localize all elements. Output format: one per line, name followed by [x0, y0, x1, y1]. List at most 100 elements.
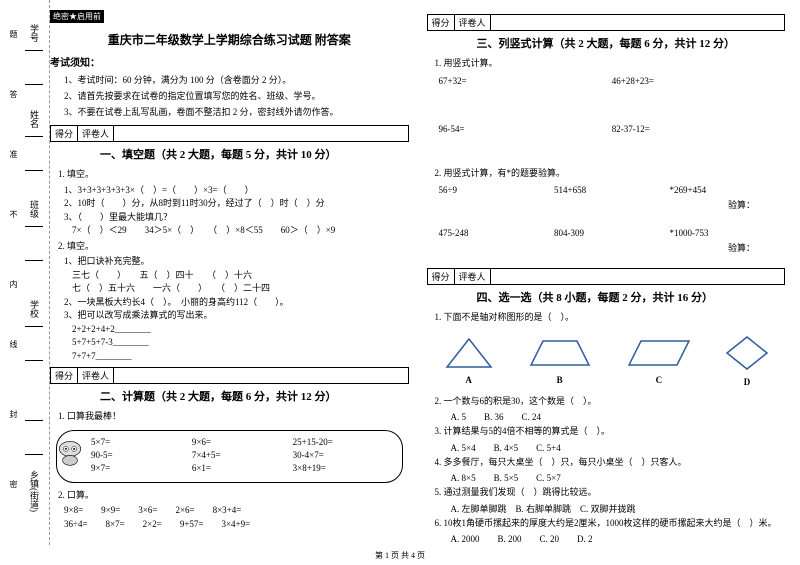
calc-item: 804-309 — [554, 228, 670, 238]
notice-item: 3、不要在试卷上乱写乱画，卷面不整洁扣 2 分，密封线外请勿作答。 — [64, 105, 409, 118]
robot-icon — [53, 439, 87, 467]
calc-row: 90-5= 7×4+5= 30-4×7= — [91, 450, 394, 460]
shape-trapezoid: B — [525, 335, 595, 385]
section-2-title: 二、计算题（共 2 大题，每题 6 分，共计 12 分） — [100, 388, 409, 404]
calc-item: 514+658 — [554, 185, 670, 195]
seal-hint: 不 — [8, 210, 19, 218]
notice-list: 1、考试时间：60 分钟，满分为 100 分（含卷面分 2 分）。 2、请首先按… — [50, 73, 409, 121]
section-3-title: 三、列竖式计算（共 2 大题，每题 6 分，共计 12 分） — [477, 35, 786, 51]
q1-3b: 7×（ ）＜29 34＞5×（ ） （ ）×8＜55 60＞（ ）×9 — [72, 224, 409, 238]
s3-q2: 2. 用竖式计算，有*的题要验算。 — [435, 167, 786, 181]
calc-row: 56÷9 514+658 *269+454 — [439, 185, 786, 195]
work-space — [427, 89, 786, 121]
right-column: 得分 评卷人 三、列竖式计算（共 2 大题，每题 6 分，共计 12 分） 1.… — [427, 10, 786, 545]
calc-item: 475-248 — [439, 228, 555, 238]
q1-2: 2、10时（ ）分，从8时到11时30分，经过了（ ）时（ ）分 — [64, 197, 409, 211]
s4-q1: 1. 下面不是轴对称图形的是（ ）。 — [435, 311, 786, 325]
q2-1: 1、把口诀补充完整。 — [64, 255, 409, 269]
calc-item: 96-54= — [439, 124, 612, 134]
margin-label: 姓名 — [28, 110, 41, 128]
margin-label: 学校 — [28, 300, 41, 318]
shape-label: A — [441, 375, 497, 385]
seal-hint: 准 — [8, 150, 19, 158]
q2-3b: 5+7+5+7-3________ — [72, 336, 409, 350]
q2-1a: 三七（ ） 五（ ）四十 （ ）十六 — [72, 269, 409, 283]
calc-item: 3×8+19= — [293, 463, 394, 473]
s4-q6-opts: A. 2000 B. 200 C. 20 D. 2 — [451, 532, 786, 545]
q2-1b: 七（ ）五十六 一六（ ） （ ）二十四 — [72, 282, 409, 296]
score-box: 得分 评卷人 — [50, 367, 409, 384]
margin-label: 乡镇(街道) — [28, 470, 41, 512]
s2-q2a: 9×8= 9×9= 3×6= 2×6= 8×3+4= — [64, 504, 409, 518]
margin-label: 班级 — [28, 200, 41, 218]
calc-item: 90-5= — [91, 450, 192, 460]
seal-hint: 内 — [8, 280, 19, 288]
margin-label: 学号 — [28, 24, 41, 42]
seal-hint: 答 — [8, 90, 19, 98]
calc-item: 7×4+5= — [192, 450, 293, 460]
calc-item: 67+32= — [439, 76, 612, 86]
calc-item: 9×7= — [91, 463, 192, 473]
calc-item: 56÷9 — [439, 185, 555, 195]
seal-hint: 题 — [8, 30, 19, 38]
seal-hint: 密 — [8, 480, 19, 488]
page-container: 绝密★启用前 重庆市二年级数学上学期综合练习试题 附答案 考试须知： 1、考试时… — [0, 0, 800, 545]
grader-label: 评卷人 — [455, 15, 491, 30]
margin-field — [25, 420, 43, 455]
section-1-title: 一、填空题（共 2 大题，每题 5 分，共计 10 分） — [100, 146, 409, 162]
shape-label: B — [525, 375, 595, 385]
calc-item: 82-37-12= — [612, 124, 785, 134]
calc-row: 5×7= 9×6= 25+15-20= — [91, 437, 394, 447]
score-label: 得分 — [428, 269, 455, 284]
s4-q3: 3. 计算结果与5的4倍不相等的算式是（ ）。 — [435, 425, 786, 439]
check-label: 验算： — [427, 198, 756, 211]
score-box: 得分 评卷人 — [427, 268, 786, 285]
work-space — [427, 211, 786, 225]
q2-3a: 2+2+2+4+2________ — [72, 323, 409, 337]
shapes-row: A B C D — [427, 333, 786, 387]
calc-row: 96-54= 82-37-12= — [439, 124, 786, 134]
seal-hint: 封 — [8, 410, 19, 418]
s2-q1: 1. 口算我最棒！ — [58, 410, 409, 424]
calc-row: 475-248 804-309 *1000-753 — [439, 228, 786, 238]
calc-item: 46+28+23= — [612, 76, 785, 86]
score-blank — [114, 126, 150, 141]
notice-item: 2、请首先按要求在试卷的指定位置填写您的姓名、班级、学号。 — [64, 89, 409, 102]
margin-field — [25, 326, 43, 361]
s4-q3-opts: A. 5×4 B. 4×5 C. 5+4 — [451, 441, 786, 454]
work-space — [427, 254, 786, 264]
shape-label: D — [723, 377, 771, 387]
s4-q2: 2. 一个数与6的积是30，这个数是（ ）。 — [435, 395, 786, 409]
score-label: 得分 — [428, 15, 455, 30]
margin-field — [25, 50, 43, 85]
calc-item: 6×1= — [192, 463, 293, 473]
margin-field — [25, 226, 43, 261]
s4-q4: 4. 多多餐厅，每只大桌坐（ ）只，每只小桌坐（ ）只客人。 — [435, 456, 786, 470]
s2-q2b: 36÷4= 8×7= 2×2= 9+57= 3×4+9= — [64, 518, 409, 532]
score-label: 得分 — [51, 368, 78, 383]
calc-item: *269+454 — [670, 185, 786, 195]
binding-margin: 学号 姓名 班级 学校 乡镇(街道) 题 答 准 不 内 线 封 密 — [0, 0, 50, 545]
q1-head: 1. 填空。 — [58, 168, 409, 182]
work-space — [427, 137, 786, 165]
score-label: 得分 — [51, 126, 78, 141]
margin-field — [25, 136, 43, 171]
calc-row: 9×7= 6×1= 3×8+19= — [91, 463, 394, 473]
s3-q1: 1. 用竖式计算。 — [435, 57, 786, 71]
secret-badge: 绝密★启用前 — [50, 10, 104, 23]
s4-q5: 5. 通过测量我们发现（ ）跳得比较远。 — [435, 486, 786, 500]
q1-3: 3、（ ）里最大能填几？ — [64, 211, 409, 225]
score-box: 得分 评卷人 — [427, 14, 786, 31]
q2-3: 3、把可以改写成乘法算式的写出来。 — [64, 309, 409, 323]
s4-q5-opts: A. 左脚单脚跳 B. 右脚单脚跳 C. 双脚并拢跳 — [451, 502, 786, 515]
calc-item: 5×7= — [91, 437, 192, 447]
calc-item: 25+15-20= — [293, 437, 394, 447]
shape-triangle: A — [441, 335, 497, 385]
calc-item: 9×6= — [192, 437, 293, 447]
s4-q4-opts: A. 8×5 B. 5×5 C. 5×7 — [451, 471, 786, 484]
section-4-title: 四、选一选（共 8 小题，每题 2 分，共计 16 分） — [477, 289, 786, 305]
grader-label: 评卷人 — [78, 126, 114, 141]
check-label: 验算： — [427, 241, 756, 254]
left-column: 绝密★启用前 重庆市二年级数学上学期综合练习试题 附答案 考试须知： 1、考试时… — [50, 10, 409, 545]
q1-1: 1、3+3+3+3+3+3×（ ）=（ ）×3=（ ） — [64, 184, 409, 198]
